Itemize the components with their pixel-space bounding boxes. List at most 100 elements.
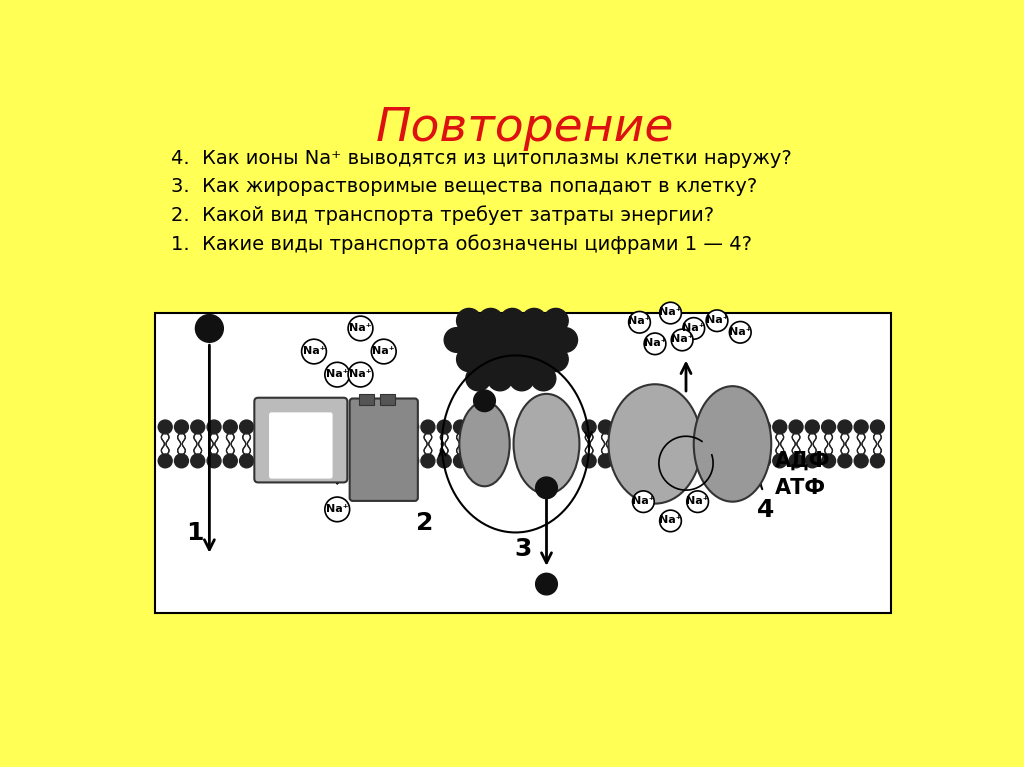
Bar bbox=[380, 394, 395, 406]
Circle shape bbox=[729, 321, 751, 343]
Text: 4: 4 bbox=[758, 498, 775, 522]
Circle shape bbox=[583, 454, 596, 468]
Circle shape bbox=[659, 302, 681, 324]
Text: Na⁺: Na⁺ bbox=[628, 317, 651, 327]
Circle shape bbox=[629, 311, 650, 333]
Circle shape bbox=[583, 420, 596, 434]
Circle shape bbox=[553, 328, 578, 352]
Circle shape bbox=[159, 420, 172, 434]
Circle shape bbox=[421, 454, 435, 468]
Text: 3.  Как жирорастворимые вещества попадают в клетку?: 3. Как жирорастворимые вещества попадают… bbox=[171, 177, 757, 196]
Circle shape bbox=[521, 308, 547, 333]
Text: Na⁺: Na⁺ bbox=[682, 323, 706, 333]
Circle shape bbox=[598, 420, 612, 434]
Text: 2: 2 bbox=[417, 511, 434, 535]
Circle shape bbox=[240, 420, 254, 434]
Circle shape bbox=[174, 454, 188, 468]
Circle shape bbox=[598, 454, 612, 468]
Circle shape bbox=[757, 420, 770, 434]
Text: Na⁺: Na⁺ bbox=[349, 323, 372, 333]
Text: Повторение: Повторение bbox=[376, 106, 674, 151]
Circle shape bbox=[644, 333, 666, 354]
Circle shape bbox=[457, 308, 481, 333]
Circle shape bbox=[487, 328, 512, 352]
FancyBboxPatch shape bbox=[254, 398, 347, 482]
Circle shape bbox=[805, 454, 819, 468]
Circle shape bbox=[196, 314, 223, 342]
Circle shape bbox=[421, 420, 435, 434]
Circle shape bbox=[821, 420, 836, 434]
Bar bbox=[359, 394, 375, 406]
Circle shape bbox=[466, 328, 490, 352]
Circle shape bbox=[388, 454, 402, 468]
Circle shape bbox=[854, 454, 868, 468]
Circle shape bbox=[466, 366, 490, 391]
Circle shape bbox=[454, 420, 467, 434]
Circle shape bbox=[348, 316, 373, 341]
Circle shape bbox=[348, 362, 373, 387]
Circle shape bbox=[854, 420, 868, 434]
Text: 1: 1 bbox=[186, 522, 204, 545]
Circle shape bbox=[223, 420, 238, 434]
Ellipse shape bbox=[514, 394, 580, 494]
Text: 4.  Как ионы Na⁺ выводятся из цитоплазмы клетки наружу?: 4. Как ионы Na⁺ выводятся из цитоплазмы … bbox=[171, 149, 792, 168]
Circle shape bbox=[454, 454, 467, 468]
Circle shape bbox=[207, 454, 221, 468]
Circle shape bbox=[531, 366, 556, 391]
Circle shape bbox=[457, 347, 481, 371]
Circle shape bbox=[687, 491, 709, 512]
Circle shape bbox=[174, 420, 188, 434]
Text: Na⁺: Na⁺ bbox=[326, 504, 348, 514]
Circle shape bbox=[821, 454, 836, 468]
Text: Na⁺: Na⁺ bbox=[373, 346, 395, 356]
Text: Na⁺: Na⁺ bbox=[349, 369, 372, 379]
Text: Na⁺: Na⁺ bbox=[632, 496, 654, 506]
Text: Na⁺: Na⁺ bbox=[659, 515, 682, 525]
Circle shape bbox=[790, 454, 803, 468]
Circle shape bbox=[509, 366, 535, 391]
Circle shape bbox=[302, 339, 327, 364]
Circle shape bbox=[683, 318, 705, 339]
Circle shape bbox=[672, 329, 693, 351]
Circle shape bbox=[633, 491, 654, 512]
Text: 2.  Какой вид транспорта требует затраты энергии?: 2. Какой вид транспорта требует затраты … bbox=[171, 206, 714, 225]
FancyBboxPatch shape bbox=[269, 413, 333, 479]
Circle shape bbox=[544, 347, 568, 371]
Circle shape bbox=[325, 362, 349, 387]
Circle shape bbox=[159, 454, 172, 468]
Circle shape bbox=[773, 420, 786, 434]
Circle shape bbox=[707, 310, 728, 331]
Text: Na⁺: Na⁺ bbox=[729, 327, 752, 337]
Circle shape bbox=[444, 328, 469, 352]
Circle shape bbox=[372, 339, 396, 364]
Circle shape bbox=[478, 347, 503, 371]
Circle shape bbox=[437, 454, 452, 468]
Circle shape bbox=[773, 454, 786, 468]
Circle shape bbox=[838, 420, 852, 434]
Circle shape bbox=[207, 420, 221, 434]
Circle shape bbox=[223, 454, 238, 468]
Text: Na⁺: Na⁺ bbox=[659, 308, 682, 318]
Circle shape bbox=[838, 454, 852, 468]
Circle shape bbox=[531, 328, 556, 352]
Circle shape bbox=[404, 454, 419, 468]
Circle shape bbox=[404, 420, 419, 434]
Circle shape bbox=[509, 328, 535, 352]
Text: Na⁺: Na⁺ bbox=[706, 315, 728, 325]
Circle shape bbox=[536, 477, 557, 499]
FancyBboxPatch shape bbox=[349, 399, 418, 501]
Text: Na⁺: Na⁺ bbox=[326, 369, 348, 379]
Circle shape bbox=[388, 420, 402, 434]
Circle shape bbox=[240, 454, 254, 468]
Circle shape bbox=[500, 308, 525, 333]
Circle shape bbox=[437, 420, 452, 434]
Text: Na⁺: Na⁺ bbox=[686, 496, 709, 506]
Circle shape bbox=[659, 510, 681, 532]
Text: 1.  Какие виды транспорта обозначены цифрами 1 — 4?: 1. Какие виды транспорта обозначены цифр… bbox=[171, 234, 752, 254]
Ellipse shape bbox=[693, 386, 771, 502]
Text: Na⁺: Na⁺ bbox=[644, 338, 667, 348]
Circle shape bbox=[500, 347, 525, 371]
Text: Na⁺: Na⁺ bbox=[303, 346, 326, 356]
Circle shape bbox=[190, 454, 205, 468]
Circle shape bbox=[870, 454, 885, 468]
